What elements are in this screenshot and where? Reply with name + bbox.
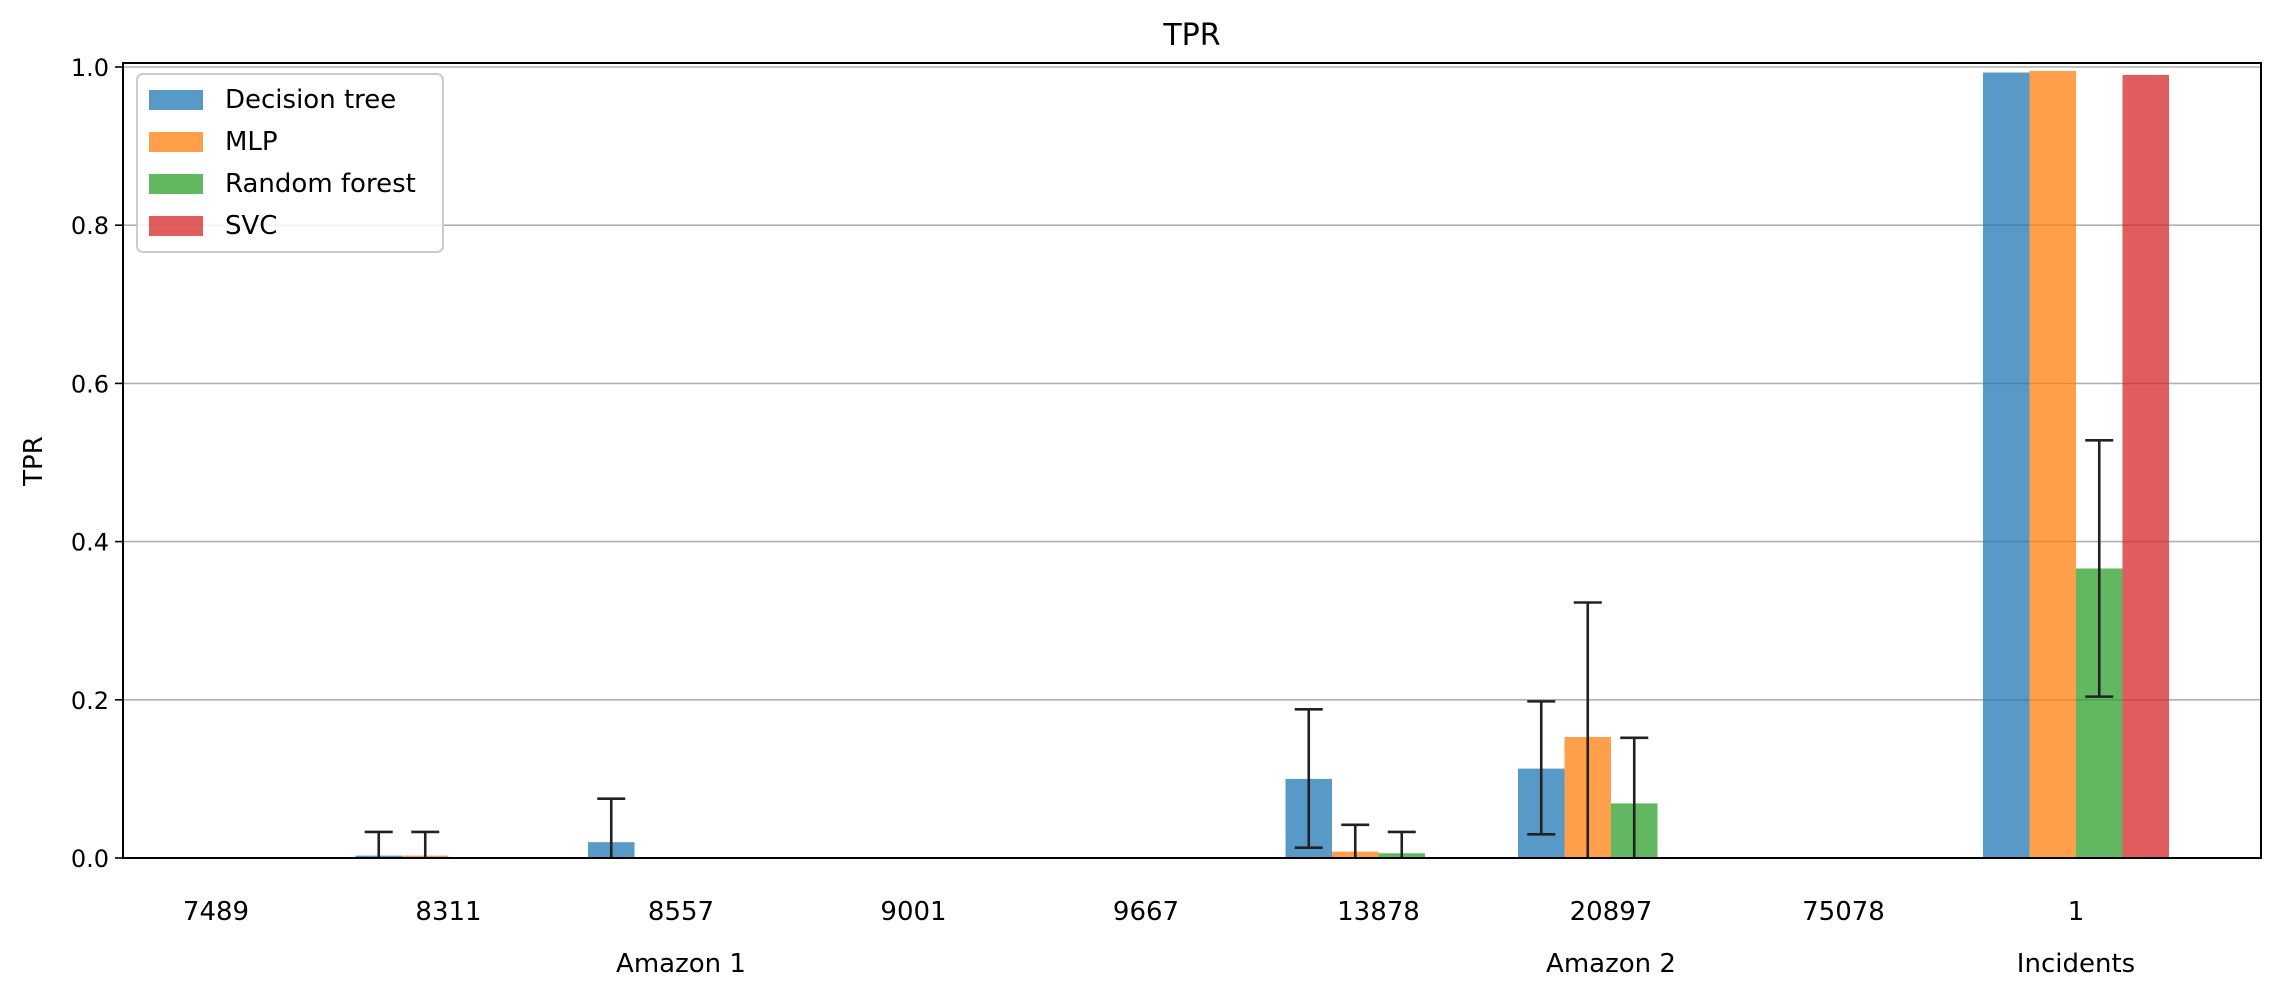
legend-label: SVC — [225, 211, 277, 241]
y-ticks-layer: 0.0 0.2 0.4 0.6 0.8 1.0 — [71, 54, 123, 873]
group-label: Amazon 2 — [1546, 949, 1676, 979]
legend-label: Decision tree — [225, 85, 396, 115]
legend-label: Random forest — [225, 169, 416, 199]
y-tick-label: 1.0 — [71, 54, 109, 82]
legend-swatch — [149, 132, 203, 152]
group-labels-layer: Amazon 1 Amazon 2 Incidents — [616, 949, 2135, 979]
x-tick-label: 9667 — [1113, 897, 1179, 927]
group-label: Incidents — [2017, 949, 2135, 979]
x-tick-label: 9001 — [880, 897, 946, 927]
x-tick-label: 8311 — [415, 897, 481, 927]
bars-layer — [355, 70, 2169, 859]
group-label: Amazon 1 — [616, 949, 746, 979]
bar-svc — [2122, 74, 2169, 858]
bar-decision-tree — [1983, 72, 2030, 859]
chart-title: TPR — [1162, 18, 1220, 53]
legend-label: MLP — [225, 127, 278, 157]
x-ticks-layer: 7489 8311 8557 9001 9667 13878 20897 75078 1 — [183, 897, 2084, 927]
x-tick-label: 1 — [2068, 897, 2085, 927]
legend-swatch — [149, 216, 203, 236]
grid-layer — [123, 66, 2261, 701]
bar-mlp — [2029, 70, 2076, 858]
error-bars-layer — [364, 439, 2114, 858]
x-tick-label: 13878 — [1337, 897, 1420, 927]
legend: Decision tree MLP Random forest SVC — [136, 73, 444, 253]
legend-box — [136, 73, 444, 253]
legend-swatch — [149, 174, 203, 194]
y-tick-label: 0.2 — [71, 687, 109, 715]
plot-frame — [122, 62, 2262, 859]
y-tick-label: 0.4 — [71, 529, 109, 557]
x-tick-label: 7489 — [183, 897, 249, 927]
x-tick-label: 20897 — [1570, 897, 1653, 927]
y-tick-label: 0.0 — [71, 845, 109, 873]
x-tick-label: 8557 — [648, 897, 714, 927]
legend-swatch — [149, 90, 203, 110]
x-tick-label: 75078 — [1802, 897, 1885, 927]
y-axis-label: TPR — [19, 436, 49, 487]
y-tick-label: 0.6 — [71, 370, 109, 398]
y-tick-label: 0.8 — [71, 212, 109, 240]
